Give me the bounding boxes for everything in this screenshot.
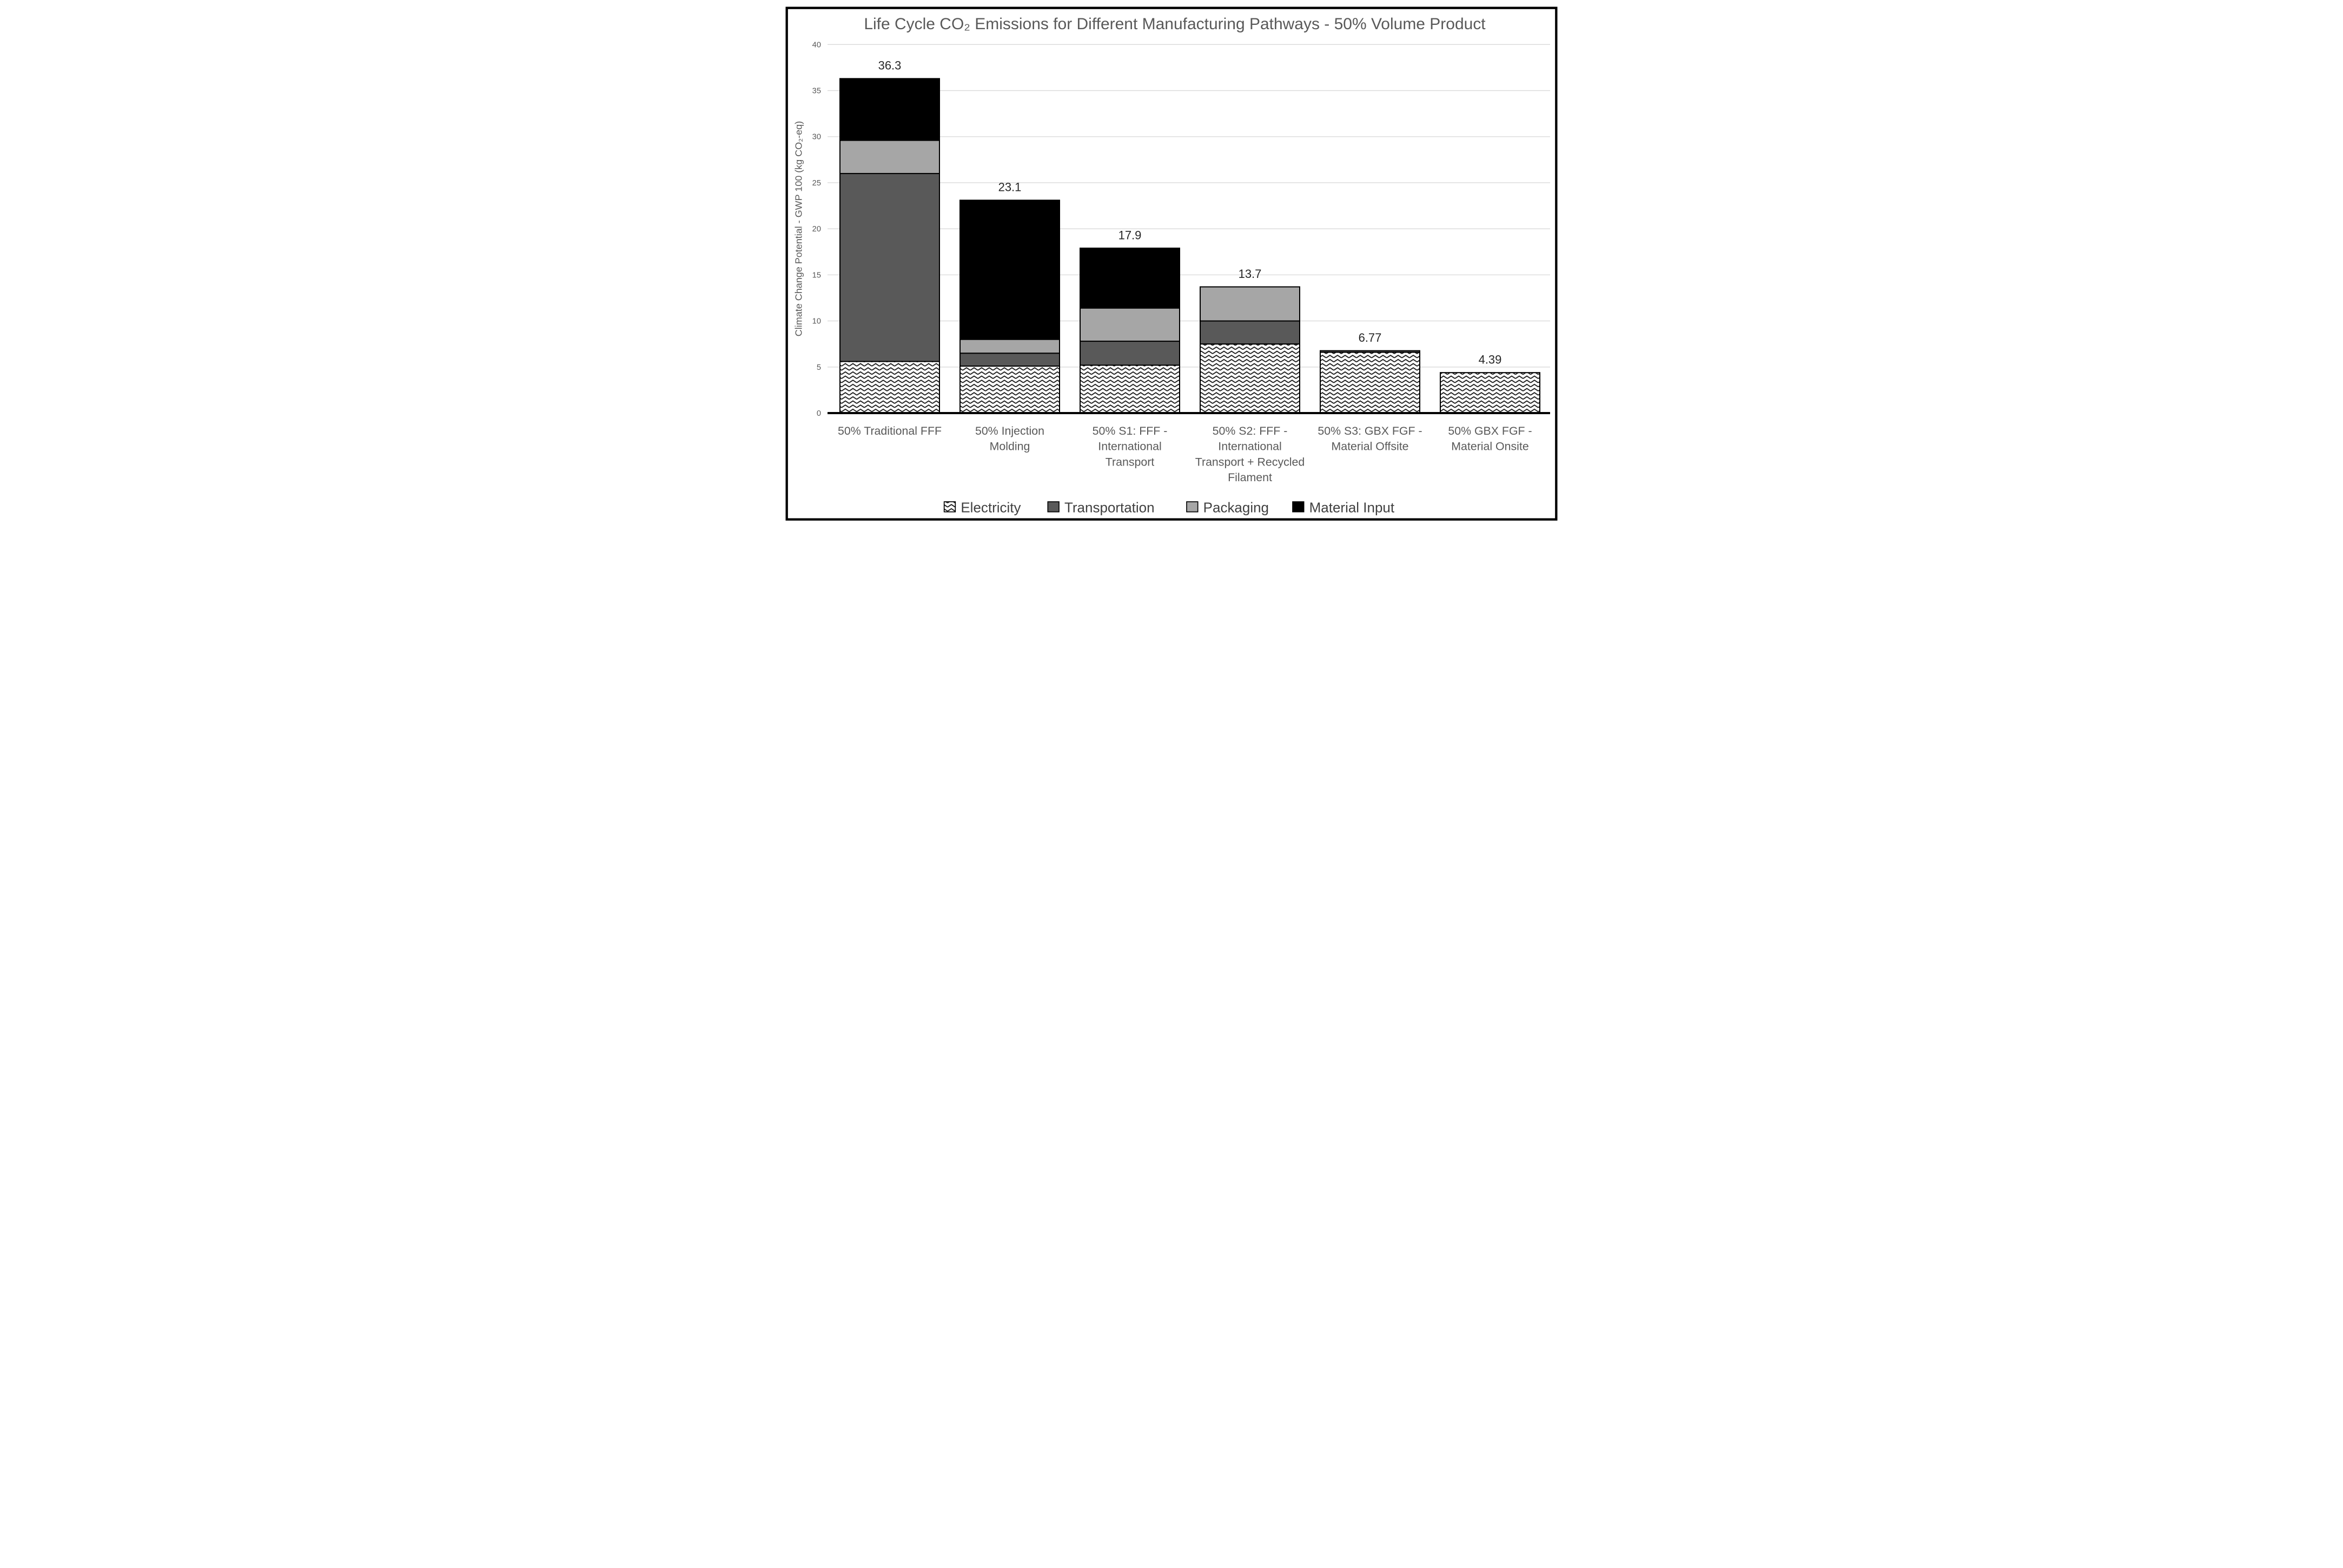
bar-segment-transportation (839, 172, 941, 362)
y-tick-label: 5 (817, 363, 821, 372)
legend: Electricity Transportation Packaging Materi… (943, 499, 1395, 515)
legend-item-material-input: Material Input (1292, 499, 1395, 515)
bar-5 (1319, 350, 1420, 414)
category-label: 50% GBX FGF -Material Onsite (1448, 424, 1532, 453)
bars (839, 78, 1540, 414)
bar-total-label: 17.9 (1118, 228, 1142, 242)
category-label: 50% S1: FFF -International Transport (1093, 424, 1168, 468)
y-tick-label: 25 (812, 179, 821, 188)
bar-segment-electricity (1199, 343, 1300, 414)
bar-segment-packaging (959, 338, 1061, 354)
bar-segment-packaging (1080, 307, 1180, 342)
bar-6 (1439, 372, 1540, 414)
bar-segment-transportation (959, 353, 1061, 367)
legend-swatch (1186, 501, 1199, 513)
figure-border (785, 6, 1558, 521)
bar-total-label: 23.1 (998, 181, 1022, 194)
legend-item-packaging: Packaging (1186, 499, 1269, 515)
legend-item-transportation: Transportation (1047, 499, 1155, 515)
y-tick-label: 10 (812, 317, 821, 326)
bar-total-labels: 36.3 23.1 17.9 13.7 6.77 4.39 (878, 59, 1502, 367)
bar-segment-material-input (959, 200, 1061, 340)
bar-total-label: 6.77 (1359, 331, 1382, 344)
bar-1 (839, 78, 941, 414)
bar-4 (1199, 286, 1300, 414)
legend-swatch (1047, 501, 1060, 513)
bar-2 (959, 200, 1061, 414)
category-labels: 50% Traditional FFF 50% Injection Molding 5… (838, 424, 1532, 484)
bar-segment-packaging (839, 139, 941, 174)
bar-segment-transportation (1199, 320, 1300, 345)
bar-3 (1080, 247, 1180, 414)
legend-label: Electricity (961, 499, 1021, 515)
bar-segment-material-input (839, 78, 941, 141)
bar-segment-transportation (1319, 350, 1420, 353)
category-label: 50% S3: GBX FGF -Material Offsite (1318, 424, 1422, 453)
bar-segment-electricity (1080, 364, 1180, 414)
bar-segment-electricity (1439, 372, 1540, 414)
y-tick-label: 20 (812, 225, 821, 234)
bar-segment-electricity (839, 361, 941, 414)
gridlines (828, 44, 1550, 368)
bar-segment-electricity (1319, 351, 1420, 414)
y-tick-labels: 0 5 10 15 20 25 30 35 40 (812, 41, 821, 418)
bar-segment-electricity (959, 366, 1061, 414)
y-tick-label: 35 (812, 87, 821, 96)
figure: 0 5 10 15 20 25 30 35 40 36.3 23.1 17.9 13.7 6.77 4.3… (781, 2, 1562, 525)
chart-title: Life Cycle CO₂ Emissions for Different M… (864, 15, 1486, 33)
y-tick-label: 0 (817, 409, 821, 418)
legend-swatch (943, 501, 956, 513)
y-tick-label: 30 (812, 133, 821, 142)
bar-total-label: 4.39 (1479, 353, 1502, 367)
legend-label: Packaging (1203, 499, 1269, 515)
y-tick-label: 15 (812, 271, 821, 280)
co2-emissions-stacked-bar-chart: 0 5 10 15 20 25 30 35 40 36.3 23.1 17.9 13.7 6.77 4.3… (781, 2, 1562, 525)
legend-label: Material Input (1309, 499, 1395, 515)
category-label: 50% Traditional FFF (838, 424, 942, 437)
y-axis-title: Climate Change Potential - GWP 100 (kg C… (793, 121, 804, 336)
bar-segment-transportation (1080, 341, 1180, 366)
y-tick-label: 40 (812, 41, 821, 49)
bar-segment-material-input (1080, 247, 1180, 309)
legend-swatch (1292, 501, 1305, 513)
bar-total-label: 36.3 (878, 59, 902, 72)
category-label: 50% Injection Molding (975, 424, 1044, 453)
category-label: 50% S2: FFF -International Transport + Re… (1195, 424, 1305, 484)
bar-segment-packaging (1199, 286, 1300, 322)
legend-label: Transportation (1064, 499, 1155, 515)
legend-item-electricity: Electricity (943, 499, 1021, 515)
bar-total-label: 13.7 (1239, 267, 1262, 281)
